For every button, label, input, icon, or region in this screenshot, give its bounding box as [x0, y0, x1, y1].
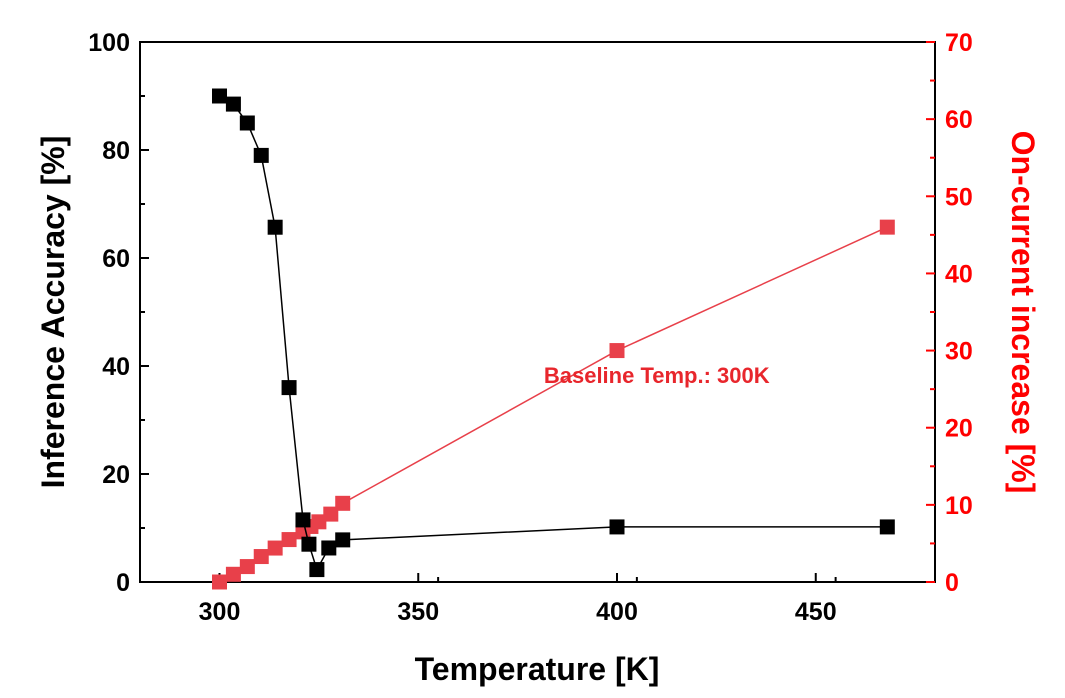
y-right-tick-label: 70: [945, 29, 973, 57]
on-current-series-marker: [323, 506, 339, 522]
x-axis-title: Temperature [K]: [415, 651, 660, 687]
y-left-tick-label: 100: [88, 29, 130, 57]
y-right-tick-label: 30: [945, 338, 973, 366]
accuracy-series-marker: [335, 532, 351, 548]
accuracy-series-marker: [309, 562, 325, 578]
accuracy-series-marker: [321, 540, 337, 556]
accuracy-series-marker: [253, 147, 269, 163]
y-left-tick-label: 60: [102, 245, 130, 273]
accuracy-series-line: [219, 95, 888, 572]
bottom-axis-ticks: 300 350 400 450: [199, 573, 837, 626]
x-tick-label: 300: [199, 598, 241, 626]
y-right-tick-label: 20: [945, 415, 973, 443]
y-left-tick-label: 80: [102, 137, 130, 165]
y-right-tick-label: 10: [945, 492, 973, 520]
plot-frame: [139, 41, 936, 583]
on-current-series-marker: [239, 559, 255, 575]
on-current-series-marker: [609, 343, 625, 359]
on-current-series-marker: [225, 566, 241, 582]
on-current-series-marker: [281, 532, 297, 548]
on-current-series-marker: [267, 540, 283, 556]
accuracy-series-marker: [239, 115, 255, 131]
y-axis-right-title: On-current increase [%]: [1005, 131, 1041, 494]
y-left-tick-label: 20: [102, 461, 130, 489]
accuracy-series-marker: [212, 88, 227, 104]
accuracy-series-marker: [609, 519, 625, 535]
on-current-series-marker: [879, 219, 895, 235]
y-left-tick-label: 40: [102, 353, 130, 381]
on-current-series-marker: [335, 495, 351, 511]
y-right-tick-label: 0: [945, 569, 959, 597]
on-current-series-marker: [253, 549, 269, 565]
y-right-tick-label: 50: [945, 183, 973, 211]
x-tick-label: 400: [596, 598, 638, 626]
on-current-series-marker: [212, 574, 227, 590]
x-tick-label: 450: [795, 598, 837, 626]
right-axis-ticks: 0 10 20 30 40 50 60 70: [926, 29, 973, 597]
annotation-baseline-temp: Baseline Temp.: 300K: [544, 363, 770, 388]
accuracy-series-marker: [295, 512, 311, 528]
accuracy-series-marker: [301, 536, 317, 552]
y-axis-left-title: Inference Accuracy [%]: [35, 136, 71, 489]
x-tick-label: 350: [397, 598, 439, 626]
y-left-tick-label: 0: [116, 569, 130, 597]
left-axis-ticks: 0 20 40 60 80 100: [88, 29, 149, 597]
series-layer: [212, 88, 895, 590]
accuracy-series-marker: [267, 219, 283, 235]
accuracy-series-marker: [879, 519, 895, 535]
y-right-tick-label: 60: [945, 106, 973, 134]
accuracy-series-marker: [281, 380, 297, 396]
accuracy-series-marker: [225, 96, 241, 112]
y-right-tick-label: 40: [945, 260, 973, 288]
on-current-series-marker: [311, 514, 327, 530]
